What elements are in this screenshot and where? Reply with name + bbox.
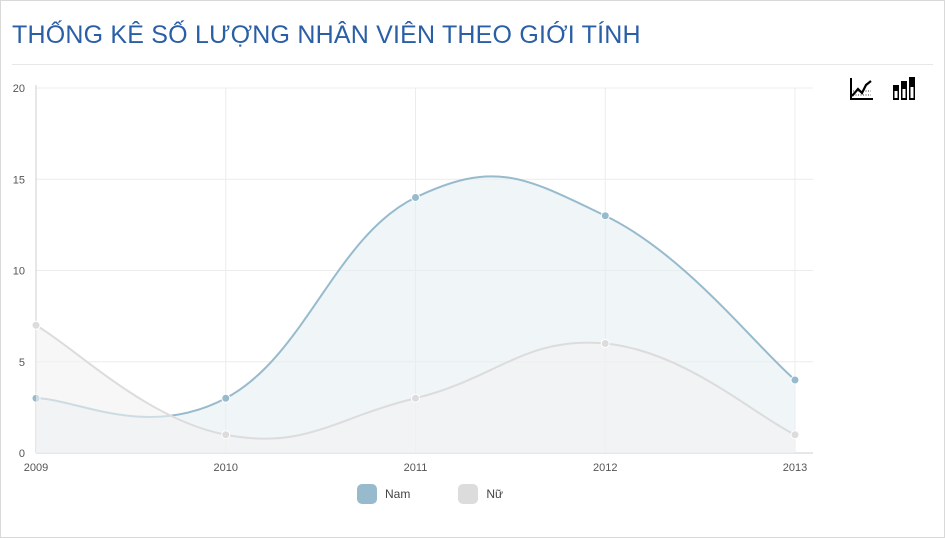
x-tick-label: 2009 <box>24 462 48 474</box>
legend-item-nam[interactable]: Nam <box>357 484 410 504</box>
bar-chart-button[interactable] <box>890 75 918 103</box>
chart-legend: Nam Nữ <box>357 482 551 506</box>
data-point-nam <box>221 393 231 403</box>
bar-chart-icon <box>893 77 915 100</box>
title-divider <box>12 64 933 65</box>
y-tick-label: 10 <box>13 266 25 278</box>
data-point-nam <box>790 375 800 385</box>
data-point-nam <box>600 211 610 221</box>
line-chart-button[interactable] <box>847 75 875 103</box>
x-tick-label: 2013 <box>783 462 807 474</box>
series-area-nu <box>36 325 795 453</box>
y-tick-label: 15 <box>13 174 25 186</box>
line-chart-icon <box>848 76 874 102</box>
y-tick-label: 5 <box>19 357 25 369</box>
data-point-nu <box>31 320 41 330</box>
y-tick-label: 0 <box>19 448 25 460</box>
legend-label-nu: Nữ <box>486 487 504 501</box>
page-title: THỐNG KÊ SỐ LƯỢNG NHÂN VIÊN THEO GIỚI TÍ… <box>12 21 641 49</box>
legend-item-nu[interactable]: Nữ <box>458 484 503 504</box>
x-tick-label: 2012 <box>593 462 617 474</box>
data-point-nu <box>600 339 610 348</box>
data-point-nam <box>411 193 420 202</box>
x-tick-label: 2011 <box>404 462 428 474</box>
y-tick-label: 20 <box>13 83 25 95</box>
data-point-nu <box>790 430 800 440</box>
data-point-nu <box>411 393 420 403</box>
legend-swatch-nam <box>357 484 377 504</box>
data-point-nu <box>221 430 231 440</box>
legend-swatch-nu <box>458 484 479 504</box>
x-tick-label: 2010 <box>214 462 238 474</box>
legend-label-nam: Nam <box>385 487 411 501</box>
